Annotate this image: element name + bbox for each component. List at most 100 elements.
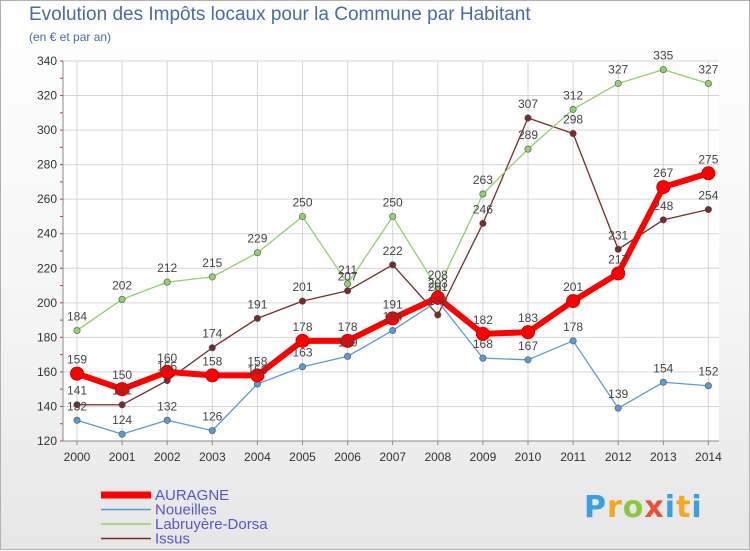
data-label: 307: [518, 97, 538, 111]
data-label: 207: [338, 270, 358, 284]
data-label: 132: [67, 399, 87, 413]
data-point: [479, 190, 487, 198]
data-point: [208, 273, 216, 281]
data-point: [118, 295, 126, 303]
data-label: 191: [383, 297, 403, 311]
data-label: 289: [518, 128, 538, 142]
data-label: 201: [292, 280, 312, 294]
data-point: [340, 333, 355, 348]
data-point: [253, 249, 261, 257]
data-label: 246: [473, 202, 493, 216]
data-label: 178: [292, 320, 312, 334]
data-label: 124: [112, 413, 132, 427]
data-point: [205, 368, 220, 383]
data-point: [115, 382, 130, 397]
data-label: 126: [202, 410, 222, 424]
data-label: 222: [383, 244, 403, 258]
data-point: [701, 166, 716, 181]
data-label: 153: [247, 363, 267, 377]
data-label: 174: [202, 327, 222, 341]
data-label: 327: [608, 62, 628, 76]
data-label: 193: [428, 294, 448, 308]
legend-entry: AURAGNE: [155, 487, 229, 504]
data-label: 184: [67, 309, 87, 323]
data-label: 212: [157, 261, 177, 275]
data-point: [298, 363, 306, 371]
data-label: 203: [428, 277, 448, 291]
data-label: 254: [698, 189, 718, 203]
data-point: [569, 130, 577, 138]
data-point: [298, 297, 306, 305]
data-label: 312: [563, 88, 583, 102]
data-point: [73, 326, 81, 334]
x-tick-label: 2005: [289, 450, 316, 464]
data-label: 178: [338, 320, 358, 334]
data-label: 184: [383, 309, 403, 323]
x-tick-label: 2012: [605, 450, 632, 464]
data-point: [208, 427, 216, 435]
data-label: 155: [157, 360, 177, 374]
data-label: 208: [428, 268, 448, 282]
data-label: 275: [698, 152, 718, 166]
x-tick-label: 2000: [64, 450, 91, 464]
y-tick-label: 220: [37, 261, 57, 275]
y-tick-label: 300: [37, 123, 57, 137]
legend-entry: Issus: [155, 531, 190, 548]
data-label: 158: [202, 354, 222, 368]
logo-letter: o: [622, 490, 645, 525]
data-label: 182: [473, 313, 493, 327]
data-label: 231: [608, 228, 628, 242]
data-point: [73, 416, 81, 424]
data-point: [569, 105, 577, 113]
y-tick-label: 120: [37, 434, 57, 448]
x-tick-label: 2011: [560, 450, 586, 464]
x-tick-label: 2002: [154, 450, 181, 464]
data-point: [344, 280, 352, 288]
data-label: 229: [247, 232, 267, 246]
data-label: 152: [698, 365, 718, 379]
x-tick-label: 2006: [334, 450, 361, 464]
logo-letter: P: [584, 490, 607, 525]
data-label: 217: [608, 252, 628, 266]
data-point: [521, 325, 535, 340]
data-label: 211: [338, 263, 357, 277]
logo-letter: x: [644, 490, 665, 525]
data-point: [659, 66, 667, 74]
logo-letter: i: [691, 490, 703, 525]
data-point: [250, 368, 265, 383]
data-label: 267: [653, 166, 673, 180]
data-label: 139: [608, 387, 628, 401]
data-point: [659, 378, 667, 386]
legend-entry: Noueilles: [155, 502, 217, 519]
data-label: 158: [247, 354, 267, 368]
y-tick-label: 160: [37, 365, 57, 379]
x-tick-label: 2007: [379, 450, 406, 464]
data-point: [479, 219, 487, 227]
data-point: [208, 344, 216, 352]
y-tick-label: 140: [37, 399, 57, 413]
data-point: [614, 404, 622, 412]
data-point: [566, 294, 581, 309]
data-point: [295, 333, 310, 348]
data-point: [614, 245, 622, 253]
x-tick-label: 2010: [515, 450, 542, 464]
data-point: [389, 326, 397, 334]
data-point: [656, 180, 671, 195]
proxiti-logo: Proxiti: [584, 490, 703, 525]
x-tick-label: 2009: [470, 450, 497, 464]
data-point: [118, 430, 126, 438]
data-point: [73, 401, 81, 409]
data-point: [344, 287, 352, 295]
data-label: 335: [653, 49, 673, 63]
data-label: 183: [518, 311, 538, 325]
data-point: [614, 79, 622, 87]
data-point: [430, 290, 445, 305]
data-label: 201: [563, 280, 583, 294]
data-label: 215: [202, 256, 222, 270]
y-tick-label: 320: [37, 89, 57, 103]
y-tick-label: 280: [37, 158, 57, 172]
legend-entry: Labruyère-Dorsa: [155, 516, 268, 533]
x-tick-label: 2014: [695, 450, 722, 464]
logo-letter: r: [607, 490, 623, 525]
